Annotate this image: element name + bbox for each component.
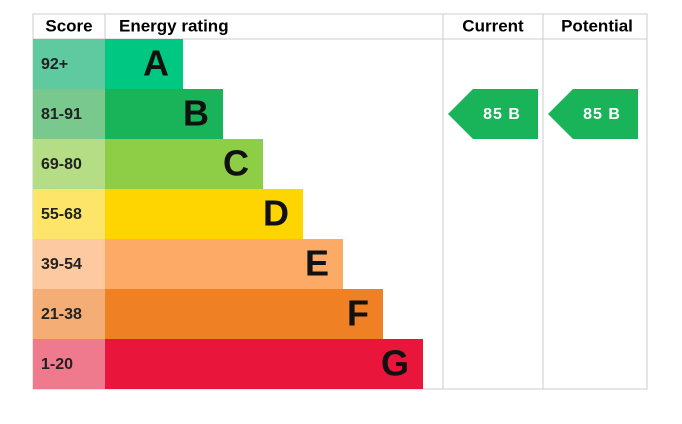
- score-cell: [33, 239, 105, 289]
- rating-bar: [105, 239, 343, 289]
- rating-bar: [105, 89, 223, 139]
- rating-bar: [105, 289, 383, 339]
- potential-arrow: [548, 89, 638, 139]
- score-cell: [33, 339, 105, 389]
- rating-bar: [105, 189, 303, 239]
- score-label: 1-20: [41, 356, 73, 373]
- rating-bar: [105, 39, 183, 89]
- score-label: 69-80: [41, 156, 82, 173]
- header-score: Score: [45, 16, 92, 35]
- header-potential: Potential: [561, 16, 633, 35]
- rating-bar: [105, 339, 423, 389]
- score-label: 92+: [41, 56, 68, 73]
- score-cell: [33, 289, 105, 339]
- score-label: 55-68: [41, 206, 82, 223]
- rating-letter: A: [143, 43, 169, 84]
- potential-label: 85 B: [583, 106, 621, 123]
- rating-letter: E: [305, 243, 329, 284]
- score-label: 39-54: [41, 256, 82, 273]
- score-cell: [33, 139, 105, 189]
- rating-bar: [105, 139, 263, 189]
- rating-letter: G: [381, 343, 409, 384]
- score-cell: [33, 39, 105, 89]
- score-cell: [33, 89, 105, 139]
- header-current: Current: [462, 16, 524, 35]
- current-arrow: [448, 89, 538, 139]
- score-cell: [33, 189, 105, 239]
- score-label: 81-91: [41, 106, 82, 123]
- rating-letter: B: [183, 93, 209, 134]
- header-rating: Energy rating: [119, 16, 229, 35]
- score-label: 21-38: [41, 306, 82, 323]
- rating-letter: C: [223, 143, 249, 184]
- rating-letter: D: [263, 193, 289, 234]
- current-label: 85 B: [483, 106, 521, 123]
- rating-letter: F: [347, 293, 369, 334]
